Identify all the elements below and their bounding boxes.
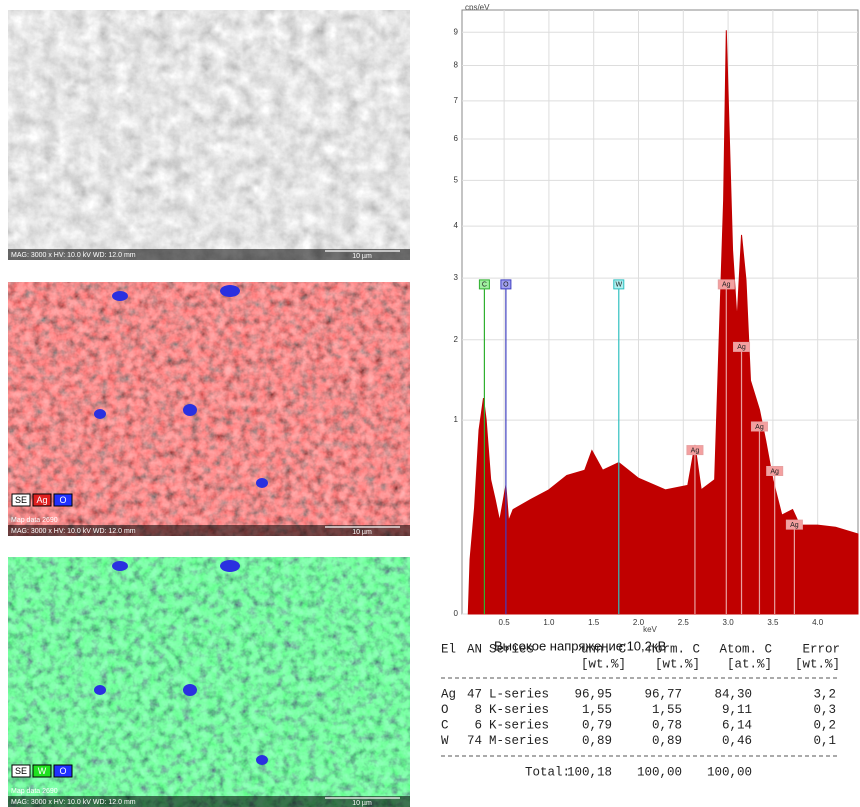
- element-label: C: [482, 282, 487, 289]
- y-tick-label: 5: [454, 175, 459, 184]
- y-tick-label: 3: [454, 273, 459, 282]
- element-label: W: [615, 282, 622, 289]
- x-tick-label: 1.5: [588, 618, 600, 627]
- image-caption: MAG: 3000 x HV: 10.0 kV WD: 12.0 mm: [11, 799, 136, 806]
- table-unit: [wt.%]: [655, 657, 700, 671]
- x-tick-label: 3.0: [723, 618, 735, 627]
- scale-label: 10 µm: [352, 800, 372, 807]
- y-tick-label: 8: [454, 61, 459, 70]
- table-cell: 0,79: [582, 718, 612, 732]
- element-label: Ag: [770, 468, 779, 475]
- table-cell: K-series: [489, 718, 549, 732]
- x-tick-label: 2.5: [678, 618, 690, 627]
- legend-label: Ag: [36, 495, 47, 505]
- table-total: 100,00: [637, 765, 682, 779]
- x-axis-label: keV: [643, 625, 657, 634]
- scale-label: 10 µm: [352, 529, 372, 536]
- y-tick-label: 0: [454, 609, 459, 618]
- table-cell: K-series: [489, 703, 549, 717]
- y-tick-label: 4: [454, 221, 459, 230]
- legend-label: SE: [15, 766, 27, 776]
- table-cell: 47: [467, 687, 482, 701]
- x-tick-label: 4.0: [812, 618, 824, 627]
- table-total: 100,18: [567, 765, 612, 779]
- table-cell: 96,77: [644, 687, 682, 701]
- table-unit: [wt.%]: [581, 657, 626, 671]
- table-header: unn. C: [581, 642, 626, 656]
- table-header: norm. C: [647, 642, 700, 656]
- table-cell: 1,55: [582, 703, 612, 717]
- table-cell: 74: [467, 734, 482, 748]
- y-tick-label: 2: [454, 335, 459, 344]
- table-total: 100,00: [707, 765, 752, 779]
- table-total: Total:: [525, 765, 570, 779]
- legend-label: O: [59, 495, 66, 505]
- sem-image: [8, 10, 410, 260]
- table-cell: W: [441, 734, 449, 748]
- table-cell: 3,2: [813, 687, 836, 701]
- map-label: Map data 2690: [11, 788, 58, 795]
- table-header: Atom. C: [719, 642, 772, 656]
- table-unit: [wt.%]: [795, 657, 840, 671]
- table-cell: L-series: [489, 687, 549, 701]
- legend-label: SE: [15, 495, 27, 505]
- element-label: Ag: [737, 344, 746, 351]
- element-label: Ag: [691, 447, 700, 454]
- table-cell: 8: [474, 703, 482, 717]
- image-caption: MAG: 3000 x HV: 10.0 kV WD: 12.0 mm: [11, 252, 136, 259]
- table-cell: M-series: [489, 734, 549, 748]
- table-cell: 1,55: [652, 703, 682, 717]
- element-label: Ag: [790, 522, 799, 529]
- y-tick-label: 1: [454, 415, 459, 424]
- y-tick-label: 6: [454, 134, 459, 143]
- table-cell: 0,2: [813, 718, 836, 732]
- x-tick-label: 2.0: [633, 618, 645, 627]
- table-header: Series: [489, 642, 534, 656]
- table-unit: [at.%]: [727, 657, 772, 671]
- figure: cps/eV keV Высокое напряжение:10,2кВ MAG…: [0, 0, 860, 807]
- table-cell: 0,78: [652, 718, 682, 732]
- table-cell: 84,30: [714, 687, 752, 701]
- element-label: O: [503, 282, 509, 289]
- legend-label: O: [59, 766, 66, 776]
- image-caption: MAG: 3000 x HV: 10.0 kV WD: 12.0 mm: [11, 528, 136, 535]
- y-tick-label: 7: [454, 96, 459, 105]
- element-label: Ag: [755, 424, 764, 431]
- table-cell: 0,46: [722, 734, 752, 748]
- table-cell: Ag: [441, 687, 456, 701]
- table-cell: 6: [474, 718, 482, 732]
- legend-label: W: [38, 766, 47, 776]
- table-cell: 0,3: [813, 703, 836, 717]
- table-cell: C: [441, 718, 449, 732]
- table-header: Error: [802, 642, 840, 656]
- table-cell: 0,89: [652, 734, 682, 748]
- table-header: AN: [467, 642, 482, 656]
- table-cell: 0,89: [582, 734, 612, 748]
- table-cell: O: [441, 703, 449, 717]
- table-cell: 6,14: [722, 718, 752, 732]
- table-header: El: [441, 642, 456, 656]
- table-cell: 9,11: [722, 703, 752, 717]
- scale-label: 10 µm: [352, 253, 372, 260]
- x-tick-label: 1.0: [543, 618, 555, 627]
- x-tick-label: 3.5: [767, 618, 779, 627]
- y-tick-label: 9: [454, 27, 459, 36]
- table-cell: 0,1: [813, 734, 836, 748]
- table-cell: 96,95: [574, 687, 612, 701]
- element-label: Ag: [722, 282, 731, 289]
- x-tick-label: 0.5: [499, 618, 511, 627]
- map-label: Map data 2690: [11, 517, 58, 524]
